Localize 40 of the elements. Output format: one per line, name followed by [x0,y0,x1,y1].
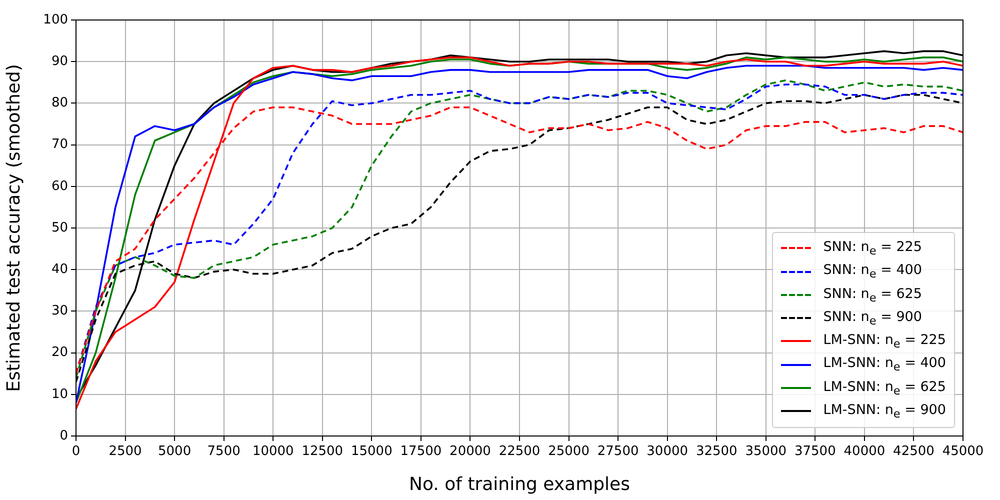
legend-label: LM-SNN: n$_{e}$ = 900 [823,402,946,421]
y-tick-label: 50 [51,220,68,236]
x-tick-label: 45000 [942,444,984,460]
x-tick-label: 27500 [597,444,639,460]
x-tick-label: 0 [72,444,80,460]
y-tick-label: 70 [51,137,68,152]
y-tick-label: 90 [51,54,68,69]
x-axis-title: No. of training examples [409,474,630,495]
x-tick-label: 37500 [794,444,836,460]
y-tick-label: 60 [51,178,68,194]
x-tick-label: 10000 [252,444,294,460]
legend-label: LM-SNN: n$_{e}$ = 625 [823,378,946,398]
legend-label: SNN: n$_{e}$ = 400 [823,262,922,281]
legend-label: SNN: n$_{e}$ = 900 [823,308,922,328]
y-tick-label: 0 [60,428,68,444]
x-tick-label: 7500 [207,444,240,460]
y-tick-label: 40 [51,262,68,277]
y-tick-label: 80 [51,96,68,111]
x-tick-label: 40000 [844,444,886,460]
x-tick-label: 35000 [745,444,787,460]
x-tick-label: 17500 [400,444,442,460]
x-tick-label: 20000 [450,444,491,460]
x-tick-label: 30000 [646,444,688,460]
x-tick-label: 25000 [548,444,590,460]
x-tick-label: 12500 [302,444,344,460]
legend-label: SNN: n$_{e}$ = 225 [823,238,922,258]
y-tick-label: 20 [51,345,68,360]
x-tick-label: 22500 [498,444,540,460]
x-tick-label: 5000 [158,444,192,460]
x-tick-label: 15000 [350,444,392,460]
y-tick-label: 100 [43,12,68,28]
legend-label: LM-SNN: n$_{e}$ = 225 [823,332,946,351]
x-tick-label: 42500 [893,444,934,460]
legend-label: SNN: n$_{e}$ = 625 [823,286,922,304]
y-axis-title: Estimated test accuracy (smoothed) [3,64,24,392]
x-tick-label: 2500 [108,444,142,460]
x-tick-label: 32500 [696,444,738,460]
legend-label: LM-SNN: n$_{e}$ = 400 [823,355,946,374]
y-tick-label: 10 [51,386,68,402]
y-tick-label: 30 [51,304,68,319]
